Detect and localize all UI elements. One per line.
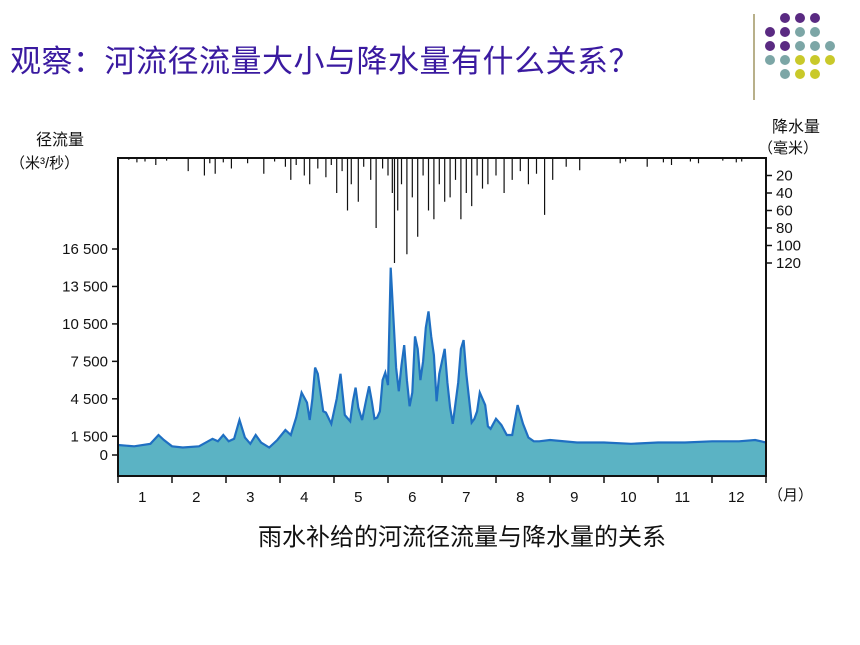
month-label: 8 <box>516 489 524 506</box>
decorative-dot <box>810 27 820 37</box>
decorative-dot <box>795 27 805 37</box>
month-label: 7 <box>462 489 470 506</box>
runoff-area <box>118 267 766 476</box>
left-axis-tick-label: 1 500 <box>70 428 108 445</box>
left-axis-label-line2: （米³/秒） <box>10 155 79 172</box>
left-axis-tick-label: 0 <box>100 447 108 464</box>
left-axis-tick-label: 7 500 <box>70 353 108 370</box>
month-label: 3 <box>246 489 254 506</box>
decorative-dot <box>810 13 820 23</box>
decorative-dot <box>780 69 790 79</box>
right-axis-tick-label: 20 <box>776 168 793 185</box>
decorative-dot-grid <box>765 13 835 79</box>
left-axis-tick-label: 13 500 <box>62 278 108 295</box>
decorative-divider <box>753 14 755 100</box>
decorative-dot <box>810 69 820 79</box>
decorative-dot <box>765 41 775 51</box>
decorative-dot <box>810 55 820 65</box>
month-label: 9 <box>570 489 578 506</box>
decorative-dot <box>825 41 835 51</box>
decorative-dot <box>795 55 805 65</box>
runoff-line <box>117 267 767 449</box>
decorative-dot <box>795 69 805 79</box>
decorative-dot <box>795 13 805 23</box>
left-axis-tick-label: 10 500 <box>62 316 108 333</box>
slide-title: 观察：河流径流量大小与降水量有什么关系？ <box>10 44 640 80</box>
month-label: 2 <box>192 489 200 506</box>
right-axis-label-line1: 降水量 <box>772 118 820 136</box>
month-label: 1 <box>138 489 146 506</box>
x-axis-unit-label: （月） <box>768 487 813 504</box>
decorative-dot <box>780 55 790 65</box>
decorative-dot <box>825 55 835 65</box>
month-label: 6 <box>408 489 416 506</box>
right-axis-label-line2: （毫米） <box>758 139 818 157</box>
decorative-dot <box>795 41 805 51</box>
month-label: 4 <box>300 489 308 506</box>
decorative-dot <box>780 41 790 51</box>
decorative-dot <box>765 55 775 65</box>
left-axis-label-line1: 径流量 <box>36 131 84 149</box>
right-axis-tick-label: 60 <box>776 203 793 220</box>
right-axis-tick-label: 40 <box>776 185 793 202</box>
month-label: 10 <box>620 489 637 506</box>
month-label: 12 <box>728 489 745 506</box>
decorative-dot <box>780 13 790 23</box>
right-axis-tick-label: 120 <box>776 255 801 272</box>
month-label: 5 <box>354 489 362 506</box>
right-axis-tick-label: 80 <box>776 220 793 237</box>
decorative-dot <box>810 41 820 51</box>
right-axis-tick-label: 100 <box>776 238 801 255</box>
decorative-dot <box>765 27 775 37</box>
decorative-dot <box>780 27 790 37</box>
left-axis-tick-label: 4 500 <box>70 391 108 408</box>
chart-caption: 雨水补给的河流径流量与降水量的关系 <box>258 524 666 551</box>
left-axis-tick-label: 16 500 <box>62 241 108 258</box>
month-label: 11 <box>675 489 691 506</box>
